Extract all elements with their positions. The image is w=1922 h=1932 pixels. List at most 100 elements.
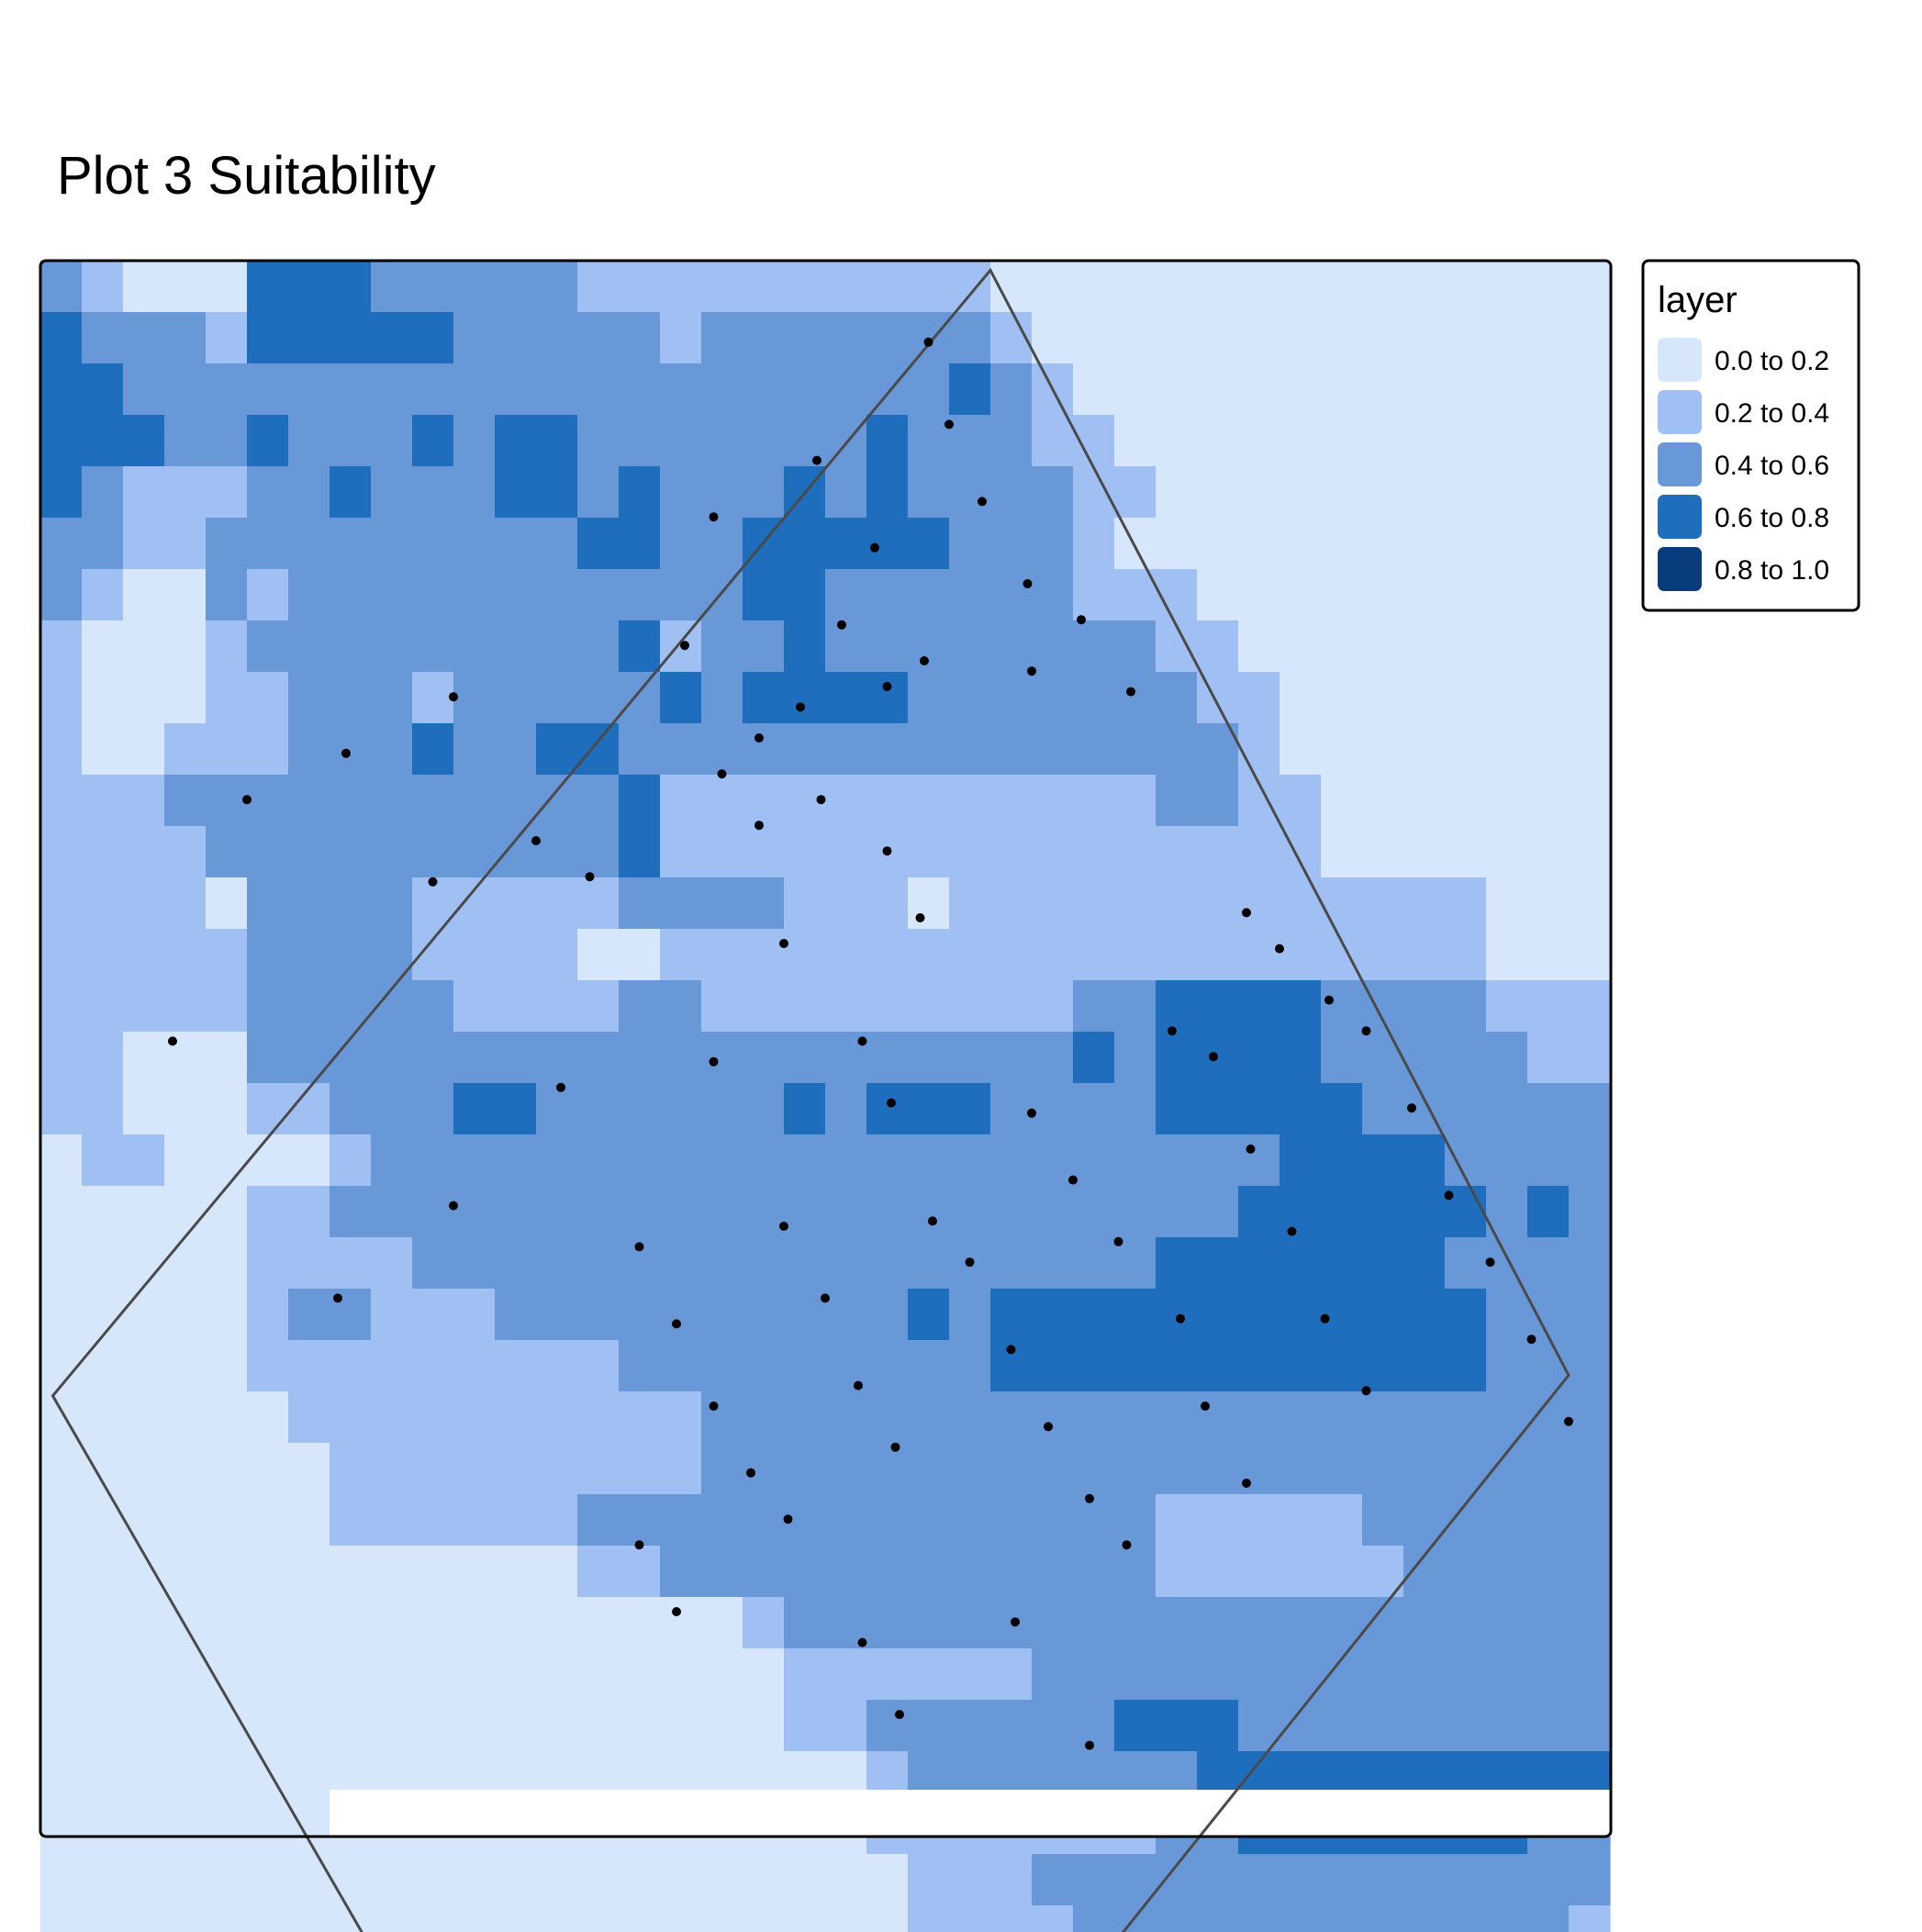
raster-cell bbox=[330, 1134, 372, 1187]
raster-cell bbox=[1569, 980, 1611, 1033]
raster-cell bbox=[536, 518, 578, 570]
raster-cell bbox=[1362, 723, 1404, 776]
raster-cell bbox=[1321, 929, 1363, 981]
raster-cell bbox=[82, 415, 124, 467]
raster-cell bbox=[371, 518, 413, 570]
raster-cell bbox=[40, 518, 83, 570]
raster-cell bbox=[40, 363, 83, 416]
raster-cell bbox=[1527, 1905, 1570, 1932]
raster-cell bbox=[1403, 1032, 1446, 1084]
raster-cell bbox=[1156, 1391, 1198, 1444]
raster-cell bbox=[453, 1546, 496, 1598]
raster-cell bbox=[866, 261, 909, 313]
raster-cell bbox=[495, 826, 537, 878]
raster-cell bbox=[371, 569, 413, 621]
raster-cell bbox=[577, 980, 620, 1033]
raster-cell bbox=[866, 1546, 909, 1598]
raster-cell bbox=[908, 261, 950, 313]
raster-cell bbox=[1156, 1597, 1198, 1649]
raster-cell bbox=[206, 466, 248, 519]
raster-cell bbox=[1279, 1905, 1322, 1932]
raster-cell bbox=[1362, 1186, 1404, 1238]
raster-cell bbox=[1321, 1700, 1363, 1752]
raster-cell bbox=[1527, 1032, 1570, 1084]
raster-cell bbox=[577, 672, 620, 724]
sample-point bbox=[556, 1082, 565, 1092]
raster-cell bbox=[1156, 1905, 1198, 1932]
raster-cell bbox=[1032, 415, 1074, 467]
raster-cell bbox=[453, 1854, 496, 1906]
raster-cell bbox=[701, 1700, 743, 1752]
raster-cell bbox=[1032, 723, 1074, 776]
raster-cell bbox=[164, 1546, 207, 1598]
raster-cell bbox=[743, 775, 785, 827]
sample-point bbox=[709, 512, 719, 522]
raster-cell bbox=[1362, 826, 1404, 878]
raster-cell bbox=[1321, 1340, 1363, 1392]
raster-cell bbox=[701, 723, 743, 776]
raster-cell bbox=[164, 826, 207, 878]
raster-cell bbox=[1527, 775, 1570, 827]
raster-cell bbox=[1569, 1494, 1611, 1547]
raster-cell bbox=[1073, 1546, 1115, 1598]
raster-cell bbox=[577, 363, 620, 416]
raster-cell bbox=[1156, 1546, 1198, 1598]
sample-point bbox=[634, 1242, 644, 1252]
raster-cell bbox=[660, 1854, 702, 1906]
raster-cell bbox=[1114, 1443, 1157, 1495]
raster-cell bbox=[1403, 1854, 1446, 1906]
raster-cell bbox=[1197, 312, 1239, 364]
raster-cell bbox=[784, 929, 826, 981]
raster-cell bbox=[1321, 1032, 1363, 1084]
raster-cell bbox=[1156, 1854, 1198, 1906]
raster-cell bbox=[701, 518, 743, 570]
raster-cell bbox=[660, 569, 702, 621]
raster-cell bbox=[82, 518, 124, 570]
raster-cell bbox=[247, 1134, 289, 1187]
sample-point bbox=[672, 1319, 681, 1329]
raster-cell bbox=[1445, 1854, 1487, 1906]
raster-cell bbox=[206, 723, 248, 776]
raster-cell bbox=[536, 620, 578, 673]
raster-cell bbox=[825, 1443, 867, 1495]
raster-cell bbox=[1569, 1443, 1611, 1495]
sample-point bbox=[1209, 1052, 1218, 1062]
sample-point bbox=[895, 1710, 904, 1719]
raster-cell bbox=[412, 723, 454, 776]
raster-cell bbox=[990, 1083, 1033, 1135]
raster-cell bbox=[949, 877, 991, 930]
raster-cell bbox=[784, 261, 826, 313]
raster-cell bbox=[1321, 1494, 1363, 1547]
raster-cell bbox=[1279, 929, 1322, 981]
raster-cell bbox=[1032, 569, 1074, 621]
raster-cell bbox=[743, 826, 785, 878]
legend-label: 0.4 to 0.6 bbox=[1715, 451, 1829, 481]
raster-cell bbox=[1403, 620, 1446, 673]
raster-cell bbox=[1445, 929, 1487, 981]
nodata-area bbox=[330, 1790, 1611, 1837]
sample-point bbox=[779, 939, 788, 948]
raster-cell bbox=[206, 1854, 248, 1906]
sample-point bbox=[1324, 995, 1334, 1005]
raster-cell bbox=[908, 1494, 950, 1547]
raster-cell bbox=[247, 1083, 289, 1135]
raster-cell bbox=[82, 620, 124, 673]
raster-cell bbox=[1073, 1443, 1115, 1495]
raster-cell bbox=[990, 261, 1033, 313]
raster-cell bbox=[619, 1700, 661, 1752]
raster-cell bbox=[1486, 569, 1528, 621]
raster-cell bbox=[288, 312, 330, 364]
raster-cell bbox=[123, 1289, 165, 1341]
sample-point bbox=[779, 1222, 788, 1231]
raster-cell bbox=[1279, 672, 1322, 724]
legend-swatch bbox=[1658, 495, 1702, 539]
raster-cell bbox=[701, 312, 743, 364]
raster-cell bbox=[40, 1443, 83, 1495]
raster-cell bbox=[453, 672, 496, 724]
raster-cell bbox=[1073, 620, 1115, 673]
raster-cell bbox=[949, 1597, 991, 1649]
raster-cell bbox=[453, 1648, 496, 1701]
raster-cell bbox=[82, 1134, 124, 1187]
raster-cell bbox=[619, 1391, 661, 1444]
sample-point bbox=[754, 733, 764, 743]
